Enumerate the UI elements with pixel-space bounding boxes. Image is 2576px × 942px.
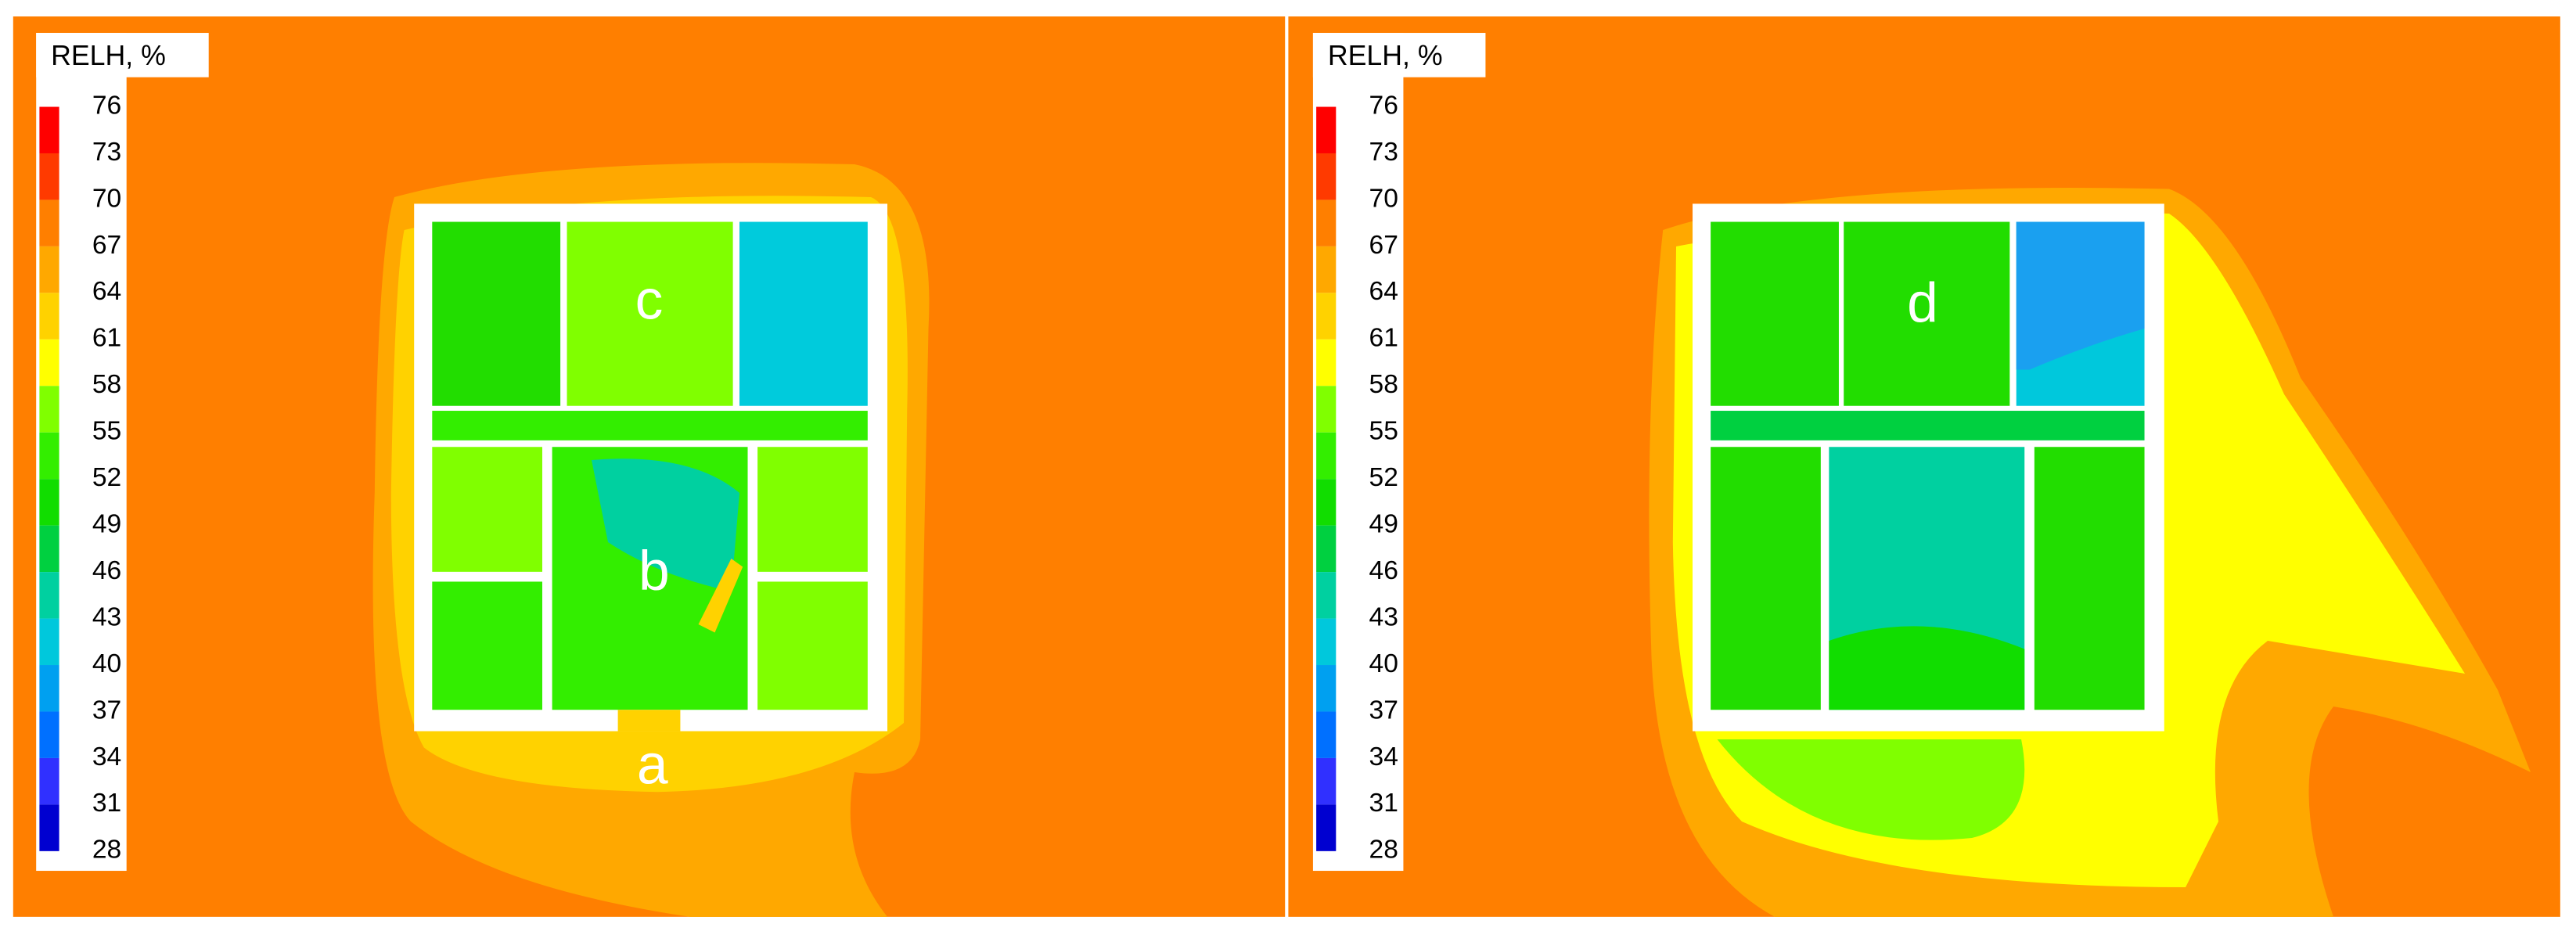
contour — [698, 559, 743, 633]
legend-level: 28 — [92, 836, 121, 865]
legend-level: 43 — [92, 602, 121, 631]
room-label: c — [635, 268, 664, 331]
room — [432, 581, 543, 710]
legend-swatch — [1316, 665, 1337, 712]
room-label: b — [639, 540, 670, 602]
legend-swatch — [39, 106, 59, 153]
legend-swatch — [1316, 246, 1337, 293]
legend-title: RELH, % — [1328, 40, 1443, 71]
legend-swatch — [39, 386, 59, 433]
legend-level: 58 — [1369, 370, 1398, 399]
contour — [2016, 221, 2145, 370]
legend: RELH, % 76 73 70 67 64 61 58 55 52 49 46 43 40 37 34 31 2… — [1312, 33, 1486, 872]
legend-level: 64 — [1369, 277, 1398, 306]
room — [432, 447, 543, 572]
legend-swatch — [1316, 804, 1337, 851]
legend-level: 67 — [1369, 231, 1398, 260]
legend-swatch — [1316, 432, 1337, 480]
legend-level: 31 — [92, 789, 121, 818]
legend-swatch — [1316, 711, 1337, 758]
legend-level: 61 — [1369, 324, 1398, 353]
legend-level: 49 — [1369, 510, 1398, 539]
legend-swatch — [1316, 339, 1337, 387]
contour — [592, 458, 740, 592]
legend-swatch — [1316, 386, 1337, 433]
legend-level: 70 — [1369, 184, 1398, 213]
legend-swatch — [39, 525, 59, 573]
legend-swatch — [1316, 572, 1337, 619]
legend-level: 52 — [1369, 463, 1398, 492]
legend-level: 28 — [1369, 836, 1398, 865]
legend-swatch — [1316, 757, 1337, 805]
legend-swatch — [1316, 153, 1337, 200]
legend-level: 34 — [92, 742, 121, 771]
legend: RELH, % 76 73 70 67 64 61 58 55 52 49 46 43 40 37 34 31 2… — [36, 33, 209, 872]
legend-swatch — [39, 339, 59, 387]
legend-swatch — [39, 665, 59, 712]
room — [2034, 447, 2145, 710]
legend-title-box — [1312, 33, 1486, 77]
corridor — [1711, 411, 2145, 440]
contour — [1829, 626, 2025, 710]
legend-swatch — [39, 432, 59, 480]
legend-level: 40 — [1369, 649, 1398, 678]
legend-swatch — [1316, 618, 1337, 666]
room — [1711, 221, 1839, 406]
legend-title: RELH, % — [51, 40, 166, 71]
room — [739, 221, 868, 406]
legend-level: 58 — [92, 370, 121, 399]
room — [432, 221, 561, 406]
legend-swatch — [39, 246, 59, 293]
legend-swatch — [39, 153, 59, 200]
legend-level: 46 — [92, 556, 121, 585]
legend-level: 76 — [1369, 91, 1398, 120]
legend-swatch — [39, 572, 59, 619]
legend-swatch — [39, 757, 59, 805]
legend-swatch — [1316, 293, 1337, 340]
legend-level: 46 — [1369, 556, 1398, 585]
legend-level: 55 — [92, 417, 121, 446]
legend-level: 70 — [92, 184, 121, 213]
room-label: a — [637, 734, 668, 796]
room — [757, 447, 868, 572]
room — [567, 221, 733, 406]
legend-level: 37 — [92, 696, 121, 724]
legend-level: 73 — [1369, 138, 1398, 167]
panel-left: c b a RELH, % 76 73 70 67 64 61 58 55 52 49 46 43 40 3… — [13, 16, 1286, 917]
legend-level: 55 — [1369, 417, 1398, 446]
legend-level: 61 — [92, 324, 121, 353]
room — [757, 581, 868, 710]
door — [617, 710, 681, 732]
legend-swatch — [39, 479, 59, 526]
legend-level: 52 — [92, 463, 121, 492]
legend-swatch — [39, 711, 59, 758]
legend-level: 37 — [1369, 696, 1398, 724]
legend-level: 67 — [92, 231, 121, 260]
legend-level: 76 — [92, 91, 121, 120]
room — [1844, 221, 2010, 406]
contour — [1717, 739, 2025, 840]
legend-level: 34 — [1369, 742, 1398, 771]
legend-swatch — [39, 618, 59, 666]
legend-swatch — [39, 200, 59, 246]
legend-level: 64 — [92, 277, 121, 306]
legend-level: 49 — [92, 510, 121, 539]
legend-swatch — [1316, 525, 1337, 573]
legend-swatch — [39, 293, 59, 340]
corridor — [432, 411, 868, 440]
legend-level: 73 — [92, 138, 121, 167]
legend-title-box — [36, 33, 209, 77]
legend-swatch — [39, 804, 59, 851]
legend-swatch — [1316, 200, 1337, 246]
room — [1711, 447, 1821, 710]
panel-right: d RELH, % 76 73 70 67 64 61 58 55 52 49 46 43 40 37 34 3… — [1288, 16, 2560, 917]
legend-swatch — [1316, 106, 1337, 153]
legend-swatch — [1316, 479, 1337, 526]
legend-level: 43 — [1369, 602, 1398, 631]
room-label: d — [1907, 272, 1938, 335]
legend-level: 40 — [92, 649, 121, 678]
legend-level: 31 — [1369, 789, 1398, 818]
